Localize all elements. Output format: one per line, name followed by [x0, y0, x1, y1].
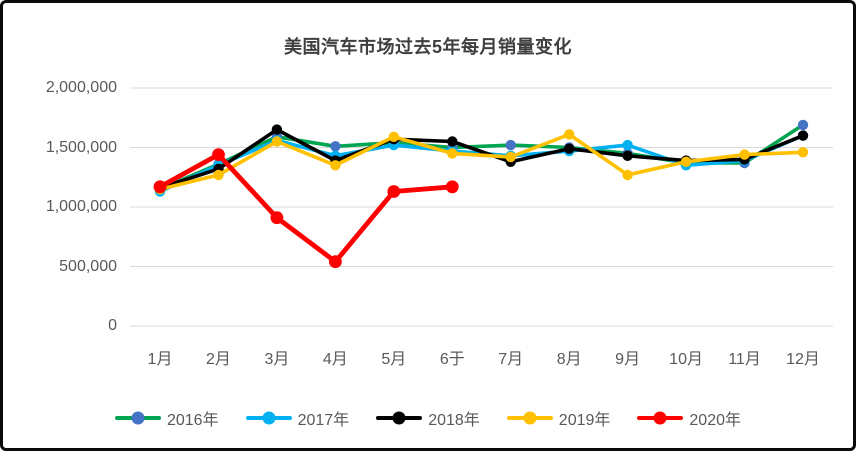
data-point-2020年: [387, 185, 401, 198]
data-point-2018年: [271, 124, 283, 135]
x-axis-label: 1月: [147, 351, 173, 368]
legend-marker-dot: [653, 411, 667, 425]
legend-item-2019年: 2019年: [506, 406, 611, 430]
legend-item-2017年: 2017年: [245, 406, 350, 430]
legend-label: 2019年: [558, 412, 611, 429]
data-point-2016年: [797, 119, 809, 131]
plot-area: [130, 87, 833, 327]
legend-line-swatch: [376, 411, 423, 425]
legend-line-swatch: [637, 411, 684, 425]
legend-line-swatch: [506, 411, 553, 425]
data-point-2018年: [447, 136, 458, 147]
x-axis-label: 3月: [264, 351, 290, 368]
x-axis-label: 6于: [439, 351, 465, 368]
data-point-2019年: [330, 160, 341, 171]
data-point-2019年: [564, 129, 575, 140]
data-point-2019年: [797, 147, 809, 158]
data-point-2020年: [445, 180, 459, 194]
y-axis-label: 2,000,000: [45, 79, 117, 96]
y-axis-label: 1,000,000: [45, 198, 117, 215]
legend: 2016年 2017年 2018年 2019年 2020年: [3, 406, 853, 430]
data-point-2019年: [447, 148, 458, 159]
legend-marker-dot: [392, 411, 406, 425]
data-point-2019年: [505, 151, 516, 163]
data-point-2018年: [622, 150, 633, 161]
data-point-2019年: [680, 156, 692, 167]
legend-label: 2016年: [166, 412, 219, 429]
x-axis-label: 9月: [615, 351, 641, 368]
data-point-2018年: [797, 130, 809, 141]
series-line-2016年: [158, 123, 805, 191]
data-point-2020年: [270, 211, 284, 225]
data-point-2020年: [212, 148, 225, 162]
data-point-2020年: [153, 180, 167, 194]
legend-label: 2020年: [689, 412, 742, 429]
series-line-2019年: [158, 132, 805, 191]
legend-marker-dot: [523, 411, 537, 425]
x-axis-label: 12月: [786, 351, 820, 368]
series-line-2020年: [157, 152, 455, 265]
legend-item-2020年: 2020年: [637, 406, 741, 430]
legend-item-2018年: 2018年: [376, 406, 480, 430]
y-axis-label: 0: [108, 317, 117, 334]
y-axis-label: 1,500,000: [45, 138, 117, 156]
data-point-2016年: [330, 141, 341, 152]
legend-marker-dot: [131, 411, 145, 425]
data-point-2019年: [271, 136, 283, 147]
x-axis-label: 10月: [669, 351, 703, 368]
data-point-2020年: [329, 255, 342, 269]
data-point-2017年: [622, 139, 633, 151]
y-axis-label: 500,000: [59, 257, 117, 275]
data-point-2019年: [388, 131, 399, 142]
legend-label: 2017年: [297, 412, 350, 429]
legend-item-2016年: 2016年: [114, 406, 219, 430]
data-point-2019年: [739, 149, 750, 160]
data-point-2019年: [213, 169, 224, 181]
legend-label: 2018年: [428, 412, 480, 429]
x-axis-label: 11月: [728, 351, 761, 368]
data-point-2016年: [505, 139, 516, 151]
legend-line-swatch: [114, 411, 161, 425]
x-axis-label: 7月: [498, 351, 524, 368]
chart-title: 美国汽车市场过去5年每月销量变化: [283, 37, 572, 57]
data-point-2018年: [564, 143, 575, 154]
x-axis-label: 2月: [206, 351, 231, 368]
legend-marker-dot: [262, 411, 276, 425]
x-axis-label: 5月: [381, 351, 407, 368]
legend-line-swatch: [245, 411, 292, 425]
data-point-2019年: [622, 169, 633, 181]
x-axis-label: 8月: [556, 351, 582, 368]
x-axis-label: 4月: [322, 351, 348, 368]
